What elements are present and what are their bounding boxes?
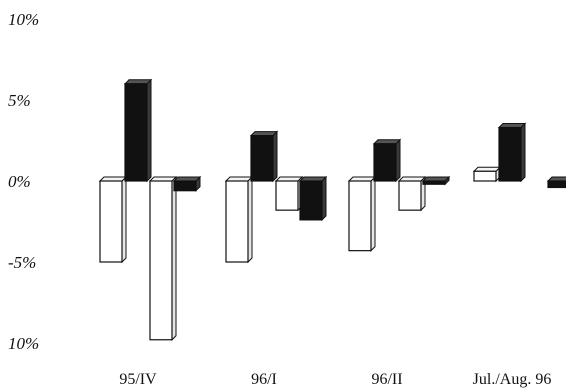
bar-top bbox=[249, 131, 279, 137]
bar-top bbox=[372, 139, 402, 145]
bar bbox=[148, 175, 178, 341]
bar bbox=[497, 122, 527, 183]
x-category-label: 96/I bbox=[251, 371, 277, 388]
bar-top bbox=[298, 176, 328, 182]
bar-top bbox=[274, 176, 304, 182]
x-category-label: 95/IV bbox=[119, 371, 157, 388]
bar-side bbox=[321, 175, 327, 222]
bar-face bbox=[173, 180, 197, 192]
bar-top bbox=[421, 176, 451, 182]
bar bbox=[347, 175, 377, 252]
x-category-label: 96/II bbox=[371, 371, 402, 388]
x-axis-labels: 95/IV 96/I 96/II Jul./Aug. 96 bbox=[119, 371, 551, 388]
bar-face bbox=[99, 180, 123, 263]
x-category-label: Jul./Aug. 96 bbox=[473, 371, 552, 388]
bar bbox=[224, 175, 254, 264]
bar-side bbox=[247, 175, 253, 264]
bar-face bbox=[275, 180, 299, 211]
bar bbox=[172, 175, 202, 192]
bar bbox=[472, 166, 502, 183]
bar-face bbox=[149, 180, 173, 341]
bar-face bbox=[547, 180, 566, 189]
bar-face bbox=[498, 126, 522, 182]
bar-face bbox=[373, 143, 397, 182]
bar-top bbox=[397, 176, 427, 182]
y-tick-label: 10% bbox=[8, 334, 39, 353]
bar-side bbox=[370, 175, 376, 252]
bar bbox=[98, 175, 128, 264]
bar-face bbox=[225, 180, 249, 263]
bar bbox=[397, 175, 427, 212]
y-axis-ticks: 10% 5% 0% -5% 10% bbox=[8, 10, 39, 353]
bar-top bbox=[98, 176, 128, 182]
bar-top bbox=[172, 176, 202, 182]
bar-top bbox=[546, 176, 566, 182]
bar-side bbox=[146, 78, 152, 183]
bar-top bbox=[347, 176, 377, 182]
bar bbox=[421, 175, 451, 186]
bar-face bbox=[250, 135, 274, 182]
y-tick-label: 5% bbox=[8, 91, 31, 110]
bar-face bbox=[124, 83, 148, 182]
bar bbox=[123, 78, 153, 183]
bar-side bbox=[395, 138, 401, 183]
bar-face bbox=[398, 180, 422, 211]
bar bbox=[546, 176, 566, 189]
bar bbox=[298, 175, 328, 222]
bars bbox=[98, 78, 566, 341]
bar-top bbox=[497, 123, 527, 129]
bar-face bbox=[422, 180, 446, 185]
bar-top bbox=[472, 166, 502, 172]
bar-side bbox=[171, 175, 177, 341]
bar-top bbox=[148, 176, 178, 182]
bar bbox=[274, 175, 304, 212]
bar-side bbox=[272, 130, 278, 183]
bar-face bbox=[473, 170, 497, 182]
y-tick-label: -5% bbox=[8, 253, 36, 272]
y-tick-label: 0% bbox=[8, 172, 31, 191]
bar bbox=[372, 138, 402, 183]
bar-top bbox=[224, 176, 254, 182]
y-tick-label: 10% bbox=[8, 10, 39, 29]
bar-face bbox=[299, 180, 323, 221]
bar-face bbox=[348, 180, 372, 252]
bar bbox=[249, 130, 279, 183]
